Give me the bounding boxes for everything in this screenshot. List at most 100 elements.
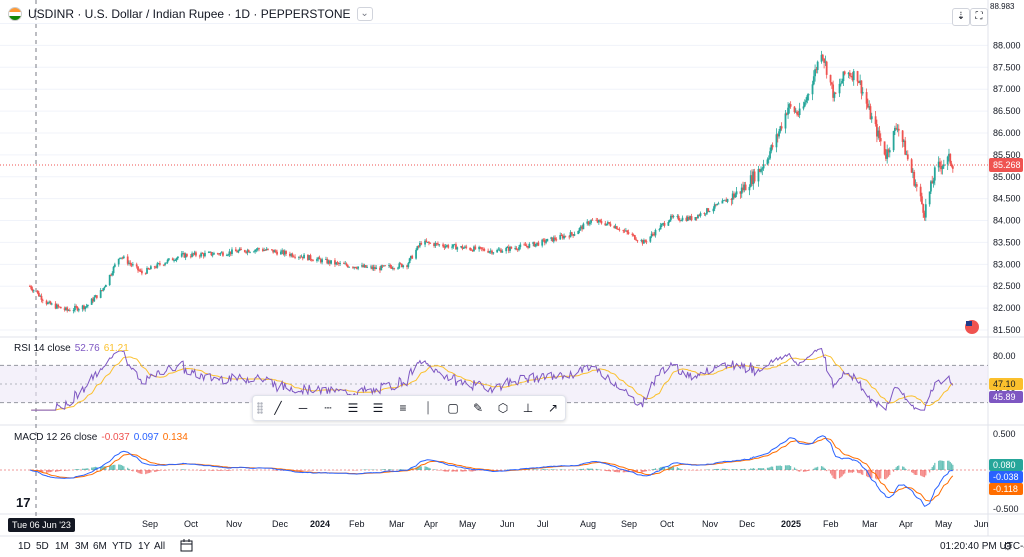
drawing-toolbar[interactable]: ╱─┄☰☰≡⏐▢✎⬡⊥↗ <box>252 395 566 421</box>
candle-body <box>528 244 530 248</box>
macd-hist-bar <box>831 470 832 475</box>
candle-body <box>481 247 483 248</box>
timeframe-5d[interactable]: 5D <box>36 541 49 552</box>
macd-hist-bar <box>164 470 165 471</box>
macd-hist-bar <box>822 467 823 470</box>
candle-body <box>104 287 106 288</box>
candle-body <box>646 241 648 242</box>
timeframe-1m[interactable]: 1M <box>55 541 69 552</box>
date-range-icon[interactable]: ⊥ <box>517 397 539 419</box>
candle-body <box>610 224 612 226</box>
macd-hist-bar <box>623 470 624 472</box>
candle-body <box>736 191 738 194</box>
calendar-goto-icon[interactable] <box>180 539 194 551</box>
macd-hist-bar <box>150 470 151 472</box>
macd-hist-bar <box>139 470 140 473</box>
candle-body <box>947 157 949 165</box>
macd-hist-bar <box>92 467 93 470</box>
timeframe-6m[interactable]: 6M <box>93 541 107 552</box>
fullscreen-button[interactable]: ⛶ <box>970 8 988 26</box>
macd-hist-bar <box>382 469 383 470</box>
path-icon[interactable]: ⬡ <box>492 397 514 419</box>
macd-hist-bar <box>642 470 643 472</box>
macd-hist-bar <box>826 470 827 471</box>
timeframe-all[interactable]: All <box>154 541 165 552</box>
macd-hist-bar <box>112 465 113 470</box>
macd-hist-bar <box>767 468 768 470</box>
candle-body <box>925 204 927 217</box>
time-axis-label: May <box>935 519 953 529</box>
macd-hist-bar <box>641 470 642 472</box>
candle-body <box>669 220 671 222</box>
parallel-channel-icon[interactable]: ☰ <box>342 397 364 419</box>
candle-body <box>489 251 491 252</box>
timeframe-3m[interactable]: 3M <box>75 541 89 552</box>
candle-body <box>920 187 922 197</box>
symbol-title[interactable]: USDINR · U.S. Dollar / Indian Rupee · 1D… <box>8 7 373 21</box>
macd-hist-bar <box>799 470 800 472</box>
settings-icon[interactable]: ⚙ <box>1003 540 1013 553</box>
macd-hist-bar <box>677 467 678 470</box>
macd-hist-bar <box>47 470 48 473</box>
candle-body <box>339 263 341 264</box>
macd-hist-bar <box>163 470 164 471</box>
horizontal-ray-icon[interactable]: ─ <box>292 397 314 419</box>
candle-body <box>628 232 630 234</box>
macd-hist-bar <box>466 470 467 471</box>
candle-body <box>397 268 399 269</box>
candle-body <box>294 257 296 258</box>
candle-body <box>661 224 663 225</box>
macd-hist-bar <box>804 470 805 472</box>
timeframe-ytd[interactable]: YTD <box>112 541 132 552</box>
horizontal-line-icon[interactable]: ┄ <box>317 397 339 419</box>
macd-hist-bar <box>596 469 597 470</box>
macd-hist-bar <box>364 469 365 470</box>
candle-body <box>577 231 579 234</box>
macd-hist-bar <box>463 470 464 472</box>
candle-body <box>57 305 59 307</box>
macd-hist-bar <box>825 469 826 470</box>
macd-hist-bar <box>461 470 462 471</box>
candle-body <box>407 263 409 267</box>
macd-hist-bar <box>123 466 124 470</box>
macd-hist-bar <box>50 470 51 472</box>
drag-handle-icon[interactable] <box>257 402 263 414</box>
vertical-line-icon[interactable]: ⏐ <box>417 397 439 419</box>
macd-hist-bar <box>455 470 456 472</box>
candle-body <box>219 253 221 254</box>
macd-hist-bar <box>445 470 446 472</box>
regression-channel-icon[interactable]: ☰ <box>367 397 389 419</box>
macd-hist-bar <box>229 470 230 471</box>
arrow-icon[interactable]: ↗ <box>542 397 564 419</box>
brush-icon[interactable]: ✎ <box>467 397 489 419</box>
fib-retracement-icon[interactable]: ≡ <box>392 397 414 419</box>
candle-body <box>375 268 377 269</box>
candle-body <box>393 268 395 269</box>
macd-hist-bar <box>158 470 159 471</box>
macd-hist-bar <box>682 469 683 470</box>
timeframe-1y[interactable]: 1Y <box>138 541 150 552</box>
macd-hist-bar <box>221 470 222 471</box>
macd-hist-bar <box>462 470 463 472</box>
macd-hist-bar <box>736 469 737 470</box>
macd-line <box>30 436 953 506</box>
timeframe-1d[interactable]: 1D <box>18 541 31 552</box>
candle-body <box>311 260 313 261</box>
download-button[interactable]: ⇣ <box>952 8 970 26</box>
candle-body <box>525 245 527 246</box>
macd-hist-bar <box>950 462 951 470</box>
rectangle-icon[interactable]: ▢ <box>442 397 464 419</box>
chevron-down-icon[interactable]: ⌄ <box>357 7 373 21</box>
macd-hist-bar <box>920 470 921 476</box>
trend-line-icon[interactable]: ╱ <box>267 397 289 419</box>
macd-hist-bar <box>941 461 942 470</box>
macd-hist-bar <box>952 465 953 470</box>
price-axis-label: 84.000 <box>993 216 1021 226</box>
candle-body <box>409 258 411 263</box>
candle-body <box>30 286 32 289</box>
candle-body <box>880 138 882 141</box>
tradingview-logo[interactable]: 17 <box>16 495 30 510</box>
